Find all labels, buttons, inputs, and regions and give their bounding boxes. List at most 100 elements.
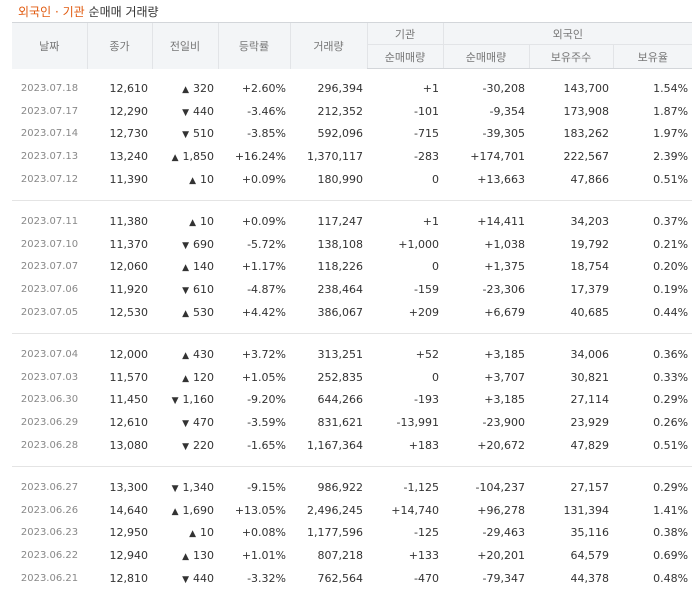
rate-cell: -3.85% [247,127,286,141]
change-cell: ▲ 10 [152,522,218,545]
holding-rate-cell: 0.51% [653,439,689,453]
foreign-net-cell: +96,278 [477,503,525,517]
inst-net-cell: 0 [432,173,439,187]
table-row: 2023.06.21 12,810 ▼ 440 -3.32% 762,564 -470 -79… [12,567,692,590]
holdings-cell: 40,685 [570,306,610,320]
foreign-net-cell: -9,354 [489,104,525,118]
volume-cell: 180,990 [317,173,364,187]
change-cell: ▼ 1,160 [152,389,218,412]
inst-net-cell: -125 [414,526,439,540]
close-cell: 11,450 [109,393,149,407]
arrow-up-icon: ▲ [171,506,179,517]
volume-cell: 1,370,117 [307,150,363,164]
inst-net-cell: -13,991 [396,416,439,430]
volume-cell: 2,496,245 [307,503,363,517]
date-cell: 2023.07.03 [20,371,79,383]
holdings-cell: 23,929 [570,416,610,430]
section-title: 외국인 · 기관 순매매 거래량 [18,3,159,21]
col-header-holding-rate: 보유율 [612,44,693,69]
date-cell: 2023.07.07 [20,261,79,273]
arrow-up-icon: ▲ [182,552,189,563]
volume-cell: 986,922 [317,480,364,494]
arrow-up-icon: ▲ [171,153,179,164]
holding-rate-cell: 0.29% [653,393,689,407]
inst-net-cell: -193 [414,393,439,407]
change-value: 130 [193,549,214,563]
holdings-cell: 27,157 [570,480,610,494]
date-cell: 2023.07.04 [20,348,79,360]
close-cell: 12,290 [109,104,149,118]
rate-cell: -3.46% [247,104,286,118]
volume-cell: 117,247 [317,214,364,228]
table-row: 2023.07.11 11,380 ▲ 10 +0.09% 117,247 +1 +14,41… [12,210,692,233]
change-value: 220 [193,439,214,453]
volume-cell: 252,835 [317,370,364,384]
date-cell: 2023.06.27 [20,481,79,493]
close-cell: 11,570 [109,370,149,384]
rate-cell: -3.32% [247,572,286,586]
change-value: 470 [193,416,214,430]
volume-cell: 296,394 [317,81,364,95]
holdings-cell: 47,866 [570,173,610,187]
close-cell: 12,940 [109,549,149,563]
tab-foreign[interactable]: 외국인 [18,5,52,19]
holding-rate-cell: 0.69% [653,549,689,563]
foreign-net-cell: -104,237 [475,480,525,494]
inst-net-cell: -470 [414,572,439,586]
close-cell: 12,530 [109,306,149,320]
rate-cell: +3.72% [241,347,286,361]
date-cell: 2023.06.22 [20,550,79,562]
volume-cell: 313,251 [317,347,364,361]
holdings-cell: 143,700 [563,81,610,95]
close-cell: 11,370 [109,237,149,251]
foreign-net-cell: -23,900 [482,416,525,430]
inst-net-cell: +52 [415,347,439,361]
foreign-net-cell: -23,306 [482,283,525,297]
arrow-down-icon: ▼ [182,442,189,453]
table-row: 2023.07.13 13,240 ▲ 1,850 +16.24% 1,370,117 -2… [12,145,692,168]
change-value: 1,340 [182,480,215,494]
change-value: 510 [193,127,214,141]
tab-institution[interactable]: 기관 [62,5,85,19]
rate-cell: +4.42% [241,306,286,320]
date-cell: 2023.06.29 [20,417,79,429]
inst-net-cell: -101 [414,104,439,118]
table-row: 2023.06.26 14,640 ▲ 1,690 +13.05% 2,496,245 +1… [12,499,692,522]
date-cell: 2023.07.18 [20,82,79,94]
change-cell: ▲ 130 [152,544,218,567]
volume-cell: 831,621 [317,416,364,430]
rate-cell: +0.09% [241,173,286,187]
inst-net-cell: +133 [408,549,439,563]
close-cell: 11,390 [109,173,149,187]
volume-cell: 762,564 [317,572,364,586]
change-value: 10 [200,173,214,187]
holding-rate-cell: 0.51% [653,173,689,187]
close-cell: 13,300 [109,480,149,494]
rate-cell: +1.01% [241,549,286,563]
change-cell: ▼ 510 [152,123,218,146]
change-value: 10 [200,214,214,228]
date-cell: 2023.07.06 [20,284,79,296]
arrow-down-icon: ▼ [182,419,189,430]
arrow-down-icon: ▼ [182,107,189,118]
close-cell: 13,240 [109,150,149,164]
foreign-net-cell: +3,185 [484,393,525,407]
spacer [12,200,692,210]
foreign-net-cell: +1,375 [484,260,525,274]
date-cell: 2023.07.12 [20,174,79,186]
change-cell: ▲ 10 [152,210,218,233]
arrow-up-icon: ▲ [182,350,189,361]
rate-cell: +13.05% [234,503,286,517]
holding-rate-cell: 1.87% [653,104,689,118]
holdings-cell: 35,116 [570,526,610,540]
holdings-cell: 47,829 [570,439,610,453]
date-cell: 2023.06.21 [20,573,79,585]
change-cell: ▼ 1,340 [152,476,218,499]
change-cell: ▲ 430 [152,343,218,366]
foreign-net-cell: +3,185 [484,347,525,361]
change-value: 610 [193,283,214,297]
holding-rate-cell: 0.29% [653,480,689,494]
table-row: 2023.06.28 13,080 ▼ 220 -1.65% 1,167,364 +183 +… [12,434,692,457]
arrow-up-icon: ▲ [189,529,196,540]
col-header-inst-net: 순매매량 [366,44,443,69]
